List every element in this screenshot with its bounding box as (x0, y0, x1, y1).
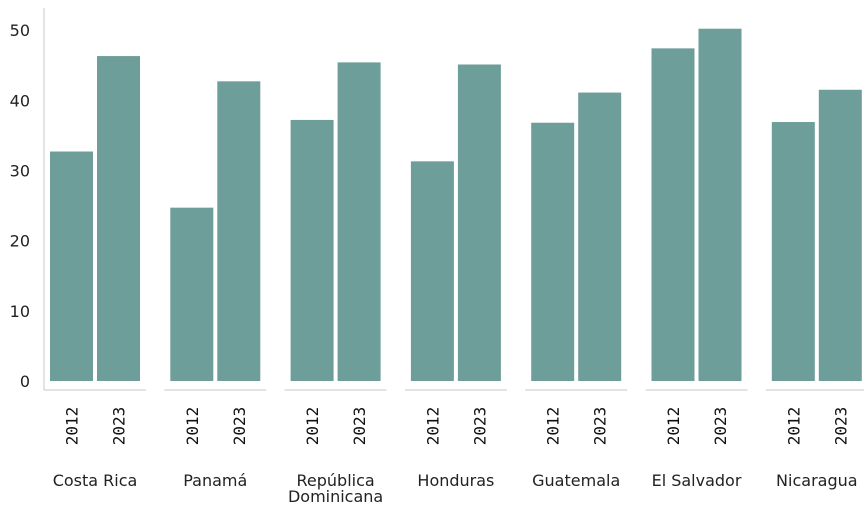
x-tick-label: 2023 (470, 407, 489, 446)
group-labels: Costa Rica Panamá República Dominicana Hondu… (53, 471, 858, 506)
x-tick-label: 2012 (664, 407, 683, 446)
bars (50, 28, 862, 382)
bar (651, 48, 695, 381)
bar (771, 122, 815, 381)
y-tick-label: 30 (10, 161, 30, 180)
x-tick-label: 2023 (350, 407, 369, 446)
y-tick-label: 0 (20, 372, 30, 391)
y-tick-label: 50 (10, 21, 30, 40)
x-tick-label: 2012 (544, 407, 563, 446)
x-tick-label: 2023 (110, 407, 129, 446)
bar (578, 92, 622, 382)
group-label: Honduras (417, 471, 494, 490)
x-tick-label: 2012 (784, 407, 803, 446)
bar (290, 119, 334, 382)
x-tick-label: 2023 (711, 407, 730, 446)
x-tick-labels: 2012 2023 2012 2023 2012 2023 2012 2023 2012 2023… (63, 407, 851, 446)
bar (698, 28, 742, 382)
group-label: Costa Rica (53, 471, 138, 490)
x-tick-label: 2012 (303, 407, 322, 446)
group-label: Nicaragua (776, 471, 858, 490)
bar (818, 89, 862, 382)
bar (410, 161, 454, 381)
x-tick-label: 2012 (183, 407, 202, 446)
bar (457, 64, 501, 381)
group-label: República Dominicana (288, 471, 383, 506)
bar (337, 62, 381, 382)
y-tick-label: 40 (10, 91, 30, 110)
x-tick-label: 2012 (423, 407, 442, 446)
y-tick-label: 20 (10, 232, 30, 251)
group-label: Guatemala (532, 471, 620, 490)
y-axis-ticks: 0 10 20 30 40 50 (10, 21, 30, 391)
bar (217, 81, 261, 381)
group-label: El Salvador (652, 471, 742, 490)
bar (531, 122, 575, 382)
bar (170, 207, 214, 381)
bar (97, 56, 140, 382)
x-tick-label: 2023 (230, 407, 249, 446)
group-label: Panamá (183, 471, 247, 490)
y-tick-label: 10 (10, 302, 30, 321)
x-tick-label: 2023 (831, 407, 850, 446)
x-tick-label: 2012 (63, 407, 82, 446)
x-tick-label: 2023 (591, 407, 610, 446)
bar (50, 151, 93, 381)
